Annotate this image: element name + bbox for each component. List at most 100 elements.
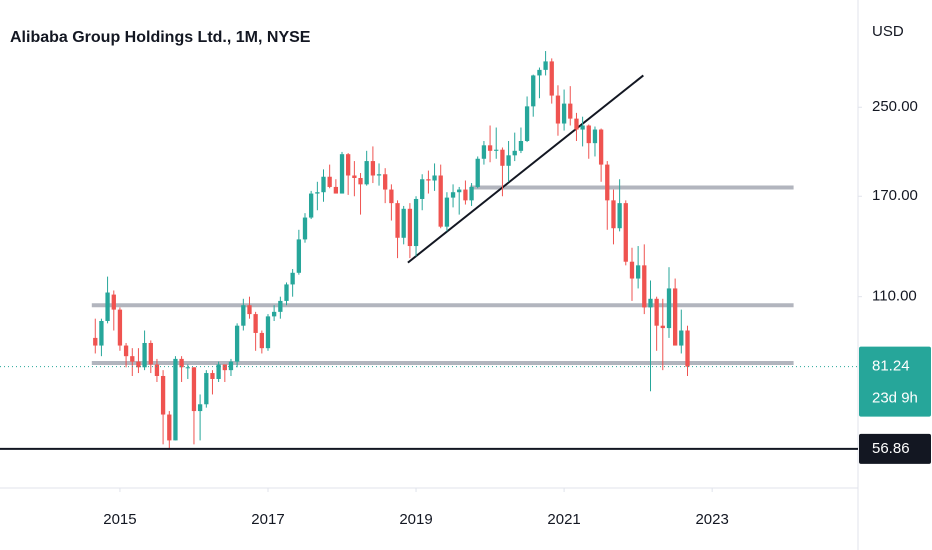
candle-body: [364, 161, 369, 185]
candle-body: [413, 198, 419, 247]
candle-body: [598, 129, 604, 165]
plot: [0, 51, 858, 450]
candle-body: [302, 217, 308, 240]
candle-body: [617, 203, 622, 229]
candle-body: [228, 361, 234, 371]
candle-body: [642, 265, 647, 308]
candle-body: [672, 288, 678, 346]
candle-body: [370, 161, 376, 176]
candle-body: [99, 320, 104, 346]
candle-body: [679, 330, 684, 346]
candle-body: [383, 174, 388, 190]
candle-body: [290, 272, 295, 285]
candle-body: [407, 208, 413, 247]
candle-body: [321, 176, 326, 193]
candle-body: [296, 239, 302, 273]
candle-body: [629, 261, 635, 279]
candle-body: [130, 356, 135, 362]
candle-body: [167, 414, 172, 441]
candle-body: [666, 288, 672, 329]
candle-body: [204, 373, 209, 405]
candle-body: [500, 149, 505, 166]
candle-body: [216, 364, 221, 379]
y-tick-label: 170.00: [872, 187, 918, 204]
candle-body: [284, 284, 289, 301]
candle-body: [327, 176, 332, 187]
candle-body: [568, 103, 573, 119]
y-tick-label: 250.00: [872, 98, 918, 115]
candle-body: [117, 309, 123, 346]
candle-body: [444, 197, 450, 227]
candle-body: [222, 364, 227, 371]
candle-body: [469, 186, 474, 201]
candle-body: [247, 305, 252, 315]
candle-body: [253, 314, 258, 333]
candle-body: [191, 367, 197, 412]
candle-body: [543, 61, 548, 70]
candle-body: [148, 342, 153, 365]
candle-body: [142, 342, 147, 368]
candle-body: [580, 125, 585, 130]
candle-body: [210, 373, 215, 379]
candle-body: [524, 106, 530, 142]
candle-body: [494, 149, 499, 151]
candle-body: [160, 375, 166, 415]
candle-body: [358, 177, 363, 185]
candle-body: [635, 265, 641, 279]
candle-body: [463, 189, 468, 201]
candle-body: [574, 118, 579, 130]
y-tick-label: 110.00: [872, 288, 917, 305]
candle-body: [278, 300, 283, 312]
last-price-label: 81.24: [872, 358, 910, 375]
candle-body: [179, 358, 184, 368]
candle-body: [561, 103, 567, 124]
candle-body: [271, 311, 277, 317]
chart-title: Alibaba Group Holdings Ltd., 1M, NYSE: [10, 29, 311, 46]
candle-body: [173, 358, 178, 441]
candle-body: [105, 292, 110, 321]
candle-body: [481, 145, 487, 159]
candle-body: [426, 179, 431, 181]
x-tick-label: 2021: [547, 511, 580, 528]
candle-body: [197, 404, 203, 412]
candle-body: [512, 150, 517, 156]
candle-body: [438, 175, 443, 227]
candle-body: [648, 298, 653, 308]
candle-body: [123, 345, 129, 357]
candle-body: [93, 337, 98, 346]
candle-body: [339, 154, 345, 194]
candle-body: [265, 316, 271, 349]
candle-body: [487, 145, 493, 151]
candle-body: [395, 203, 400, 238]
candle-body: [611, 200, 616, 229]
candle-body: [259, 332, 264, 349]
candle-body: [432, 175, 437, 181]
candle-body: [234, 325, 240, 362]
candle-body: [555, 95, 561, 124]
last-price-box: [859, 346, 931, 417]
candle-body: [136, 361, 141, 368]
candle-body: [457, 189, 462, 193]
candle-body: [389, 189, 394, 204]
candle-body: [401, 208, 406, 238]
candle-body: [506, 155, 511, 166]
candle-body: [685, 330, 690, 367]
candle-body: [450, 192, 456, 198]
x-tick-label: 2023: [695, 511, 728, 528]
candle-body: [586, 125, 591, 144]
candle-body: [315, 192, 320, 194]
x-tick-label: 2019: [399, 511, 432, 528]
candle-body: [185, 367, 190, 369]
candle-body: [623, 203, 628, 262]
candle-body: [154, 364, 160, 376]
candle-body: [518, 141, 524, 151]
candle-body: [531, 75, 536, 107]
x-tick-label: 2015: [103, 511, 136, 528]
candle-body: [605, 164, 610, 201]
candle-body: [111, 294, 116, 310]
candle-body: [376, 174, 382, 176]
hline-box: [859, 433, 931, 464]
candle-body: [549, 61, 554, 96]
